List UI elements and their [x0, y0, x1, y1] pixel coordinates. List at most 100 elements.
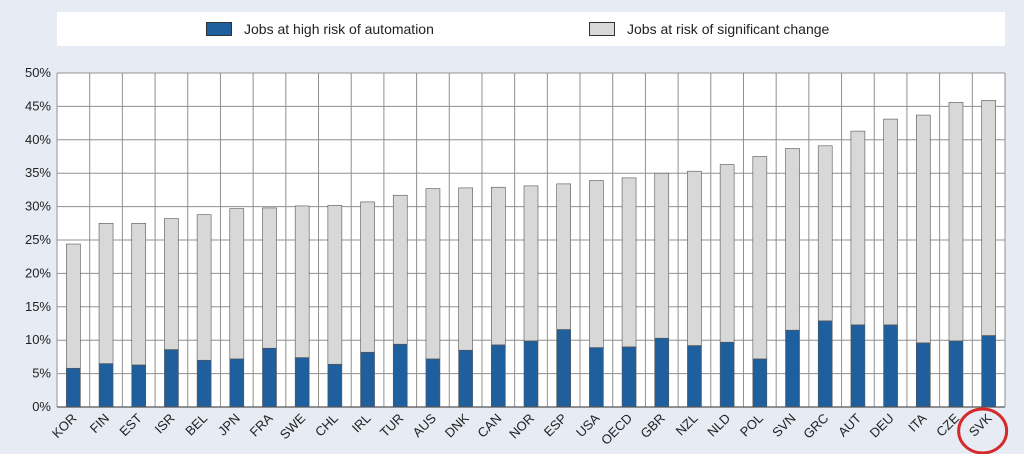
bar-significant-change [229, 208, 245, 360]
bar-high-risk [817, 320, 833, 408]
bar-high-risk [621, 346, 637, 408]
bar-high-risk [719, 341, 735, 408]
bar-significant-change [392, 194, 408, 345]
bar-significant-change [98, 223, 114, 364]
bar-high-risk [392, 343, 408, 408]
x-tick-label: CAN [474, 411, 504, 441]
bar-high-risk [883, 324, 898, 408]
bar-significant-change [785, 148, 800, 331]
bar-high-risk [523, 340, 539, 408]
bar-significant-change [262, 207, 277, 349]
bar-significant-change [523, 185, 539, 342]
bar-significant-change [948, 102, 964, 342]
bar-high-risk [948, 340, 964, 408]
x-tick-label: NOR [506, 411, 537, 442]
bar-significant-change [294, 205, 310, 358]
bar-significant-change [817, 145, 833, 322]
x-tick-label: IRL [349, 411, 374, 436]
x-tick-label: GRC [800, 411, 831, 442]
bar-high-risk [196, 359, 212, 408]
bar-significant-change [360, 201, 375, 353]
legend-swatch-high-risk [206, 22, 232, 36]
bar-high-risk [164, 349, 179, 408]
legend-swatch-significant-change [589, 22, 615, 36]
x-tick-label: TUR [377, 411, 406, 440]
bar-significant-change [327, 204, 343, 365]
bar-significant-change [66, 243, 81, 369]
legend-item-high-risk: Jobs at high risk of automation [206, 12, 434, 46]
bar-significant-change [196, 214, 212, 361]
x-tick-label: BEL [182, 411, 210, 439]
x-tick-label: SVK [966, 410, 995, 439]
x-tick-label: SVN [769, 411, 799, 441]
bar-significant-change [425, 188, 441, 360]
bar-significant-change [458, 187, 473, 351]
bar-high-risk [491, 344, 506, 408]
y-tick-label: 20% [25, 265, 51, 280]
bar-high-risk [458, 349, 473, 408]
x-tick-label: DNK [442, 410, 472, 440]
bar-high-risk [262, 347, 277, 408]
bar-high-risk [98, 363, 114, 408]
y-tick-label: 50% [25, 65, 51, 80]
bar-significant-change [915, 114, 931, 344]
bar-high-risk [687, 345, 702, 408]
x-tick-label: SWE [277, 410, 309, 442]
x-tick-label: EST [116, 410, 145, 439]
bar-high-risk [327, 363, 343, 408]
x-tick-label: FRA [247, 410, 276, 439]
y-tick-label: 0% [32, 399, 51, 414]
x-tick-label: NLD [704, 411, 733, 440]
bar-significant-change [654, 172, 670, 339]
highlight-circle [957, 407, 1009, 454]
legend-label-significant-change: Jobs at risk of significant change [627, 21, 830, 37]
bar-high-risk [556, 329, 571, 408]
x-tick-label: ESP [541, 411, 570, 440]
y-tick-label: 30% [25, 199, 51, 214]
y-tick-label: 45% [25, 98, 51, 113]
bar-significant-change [719, 164, 735, 343]
bar-high-risk [654, 337, 670, 408]
bar-high-risk [981, 335, 996, 408]
y-tick-label: 10% [25, 332, 51, 347]
bar-significant-change [589, 180, 604, 348]
x-tick-label: CHL [312, 411, 341, 440]
bar-significant-change [491, 186, 506, 346]
bar-high-risk [850, 324, 866, 408]
x-tick-label: POL [737, 411, 766, 440]
bar-significant-change [752, 156, 768, 360]
bar-high-risk [131, 364, 147, 408]
bar-high-risk [752, 358, 768, 408]
bar-significant-change [981, 100, 996, 336]
bar-high-risk [229, 358, 245, 408]
x-tick-label: ISR [152, 411, 178, 437]
bar-high-risk [360, 351, 375, 408]
y-tick-label: 25% [25, 232, 51, 247]
x-tick-label: JPN [215, 411, 243, 439]
y-tick-label: 35% [25, 165, 51, 180]
x-tick-label: AUS [410, 410, 440, 440]
bar-significant-change [556, 183, 571, 330]
legend: Jobs at high risk of automation Jobs at … [57, 12, 1005, 46]
bar-high-risk [294, 357, 310, 408]
legend-item-significant-change: Jobs at risk of significant change [589, 12, 829, 46]
x-tick-label: KOR [49, 411, 80, 442]
y-tick-label: 15% [25, 299, 51, 314]
bar-high-risk [915, 342, 931, 408]
bar-significant-change [131, 223, 147, 366]
x-tick-label: NZL [673, 411, 701, 439]
bar-significant-change [883, 118, 898, 326]
x-tick-label: FIN [87, 411, 112, 436]
y-tick-label: 5% [32, 366, 51, 381]
x-tick-label: OECD [598, 411, 635, 448]
legend-label-high-risk: Jobs at high risk of automation [244, 21, 434, 37]
x-tick-label: ITA [905, 410, 929, 434]
bar-high-risk [785, 329, 800, 408]
x-tick-label: GBR [637, 411, 668, 442]
bar-high-risk [425, 358, 441, 408]
bar-significant-change [687, 170, 702, 346]
bar-significant-change [164, 218, 179, 350]
bar-high-risk [66, 367, 81, 408]
y-tick-label: 40% [25, 132, 51, 147]
